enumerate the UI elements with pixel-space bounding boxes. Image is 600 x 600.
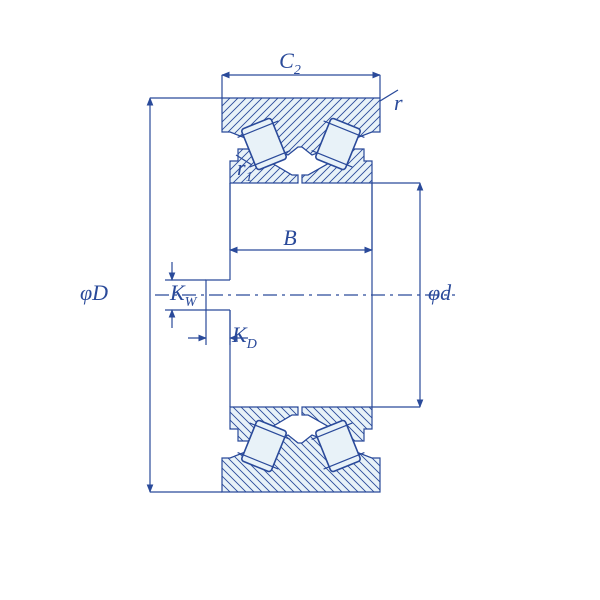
label-B: B [283,225,296,250]
label-Kd: KD [231,322,257,352]
bearing-diagram: φDφdC2Brr1KWKD [0,0,600,600]
label-Kw: KW [169,280,198,310]
label-phiD: φD [80,280,108,305]
label-phid: φd [428,280,452,305]
label-C2: C2 [279,48,301,78]
label-r: r [394,90,403,115]
